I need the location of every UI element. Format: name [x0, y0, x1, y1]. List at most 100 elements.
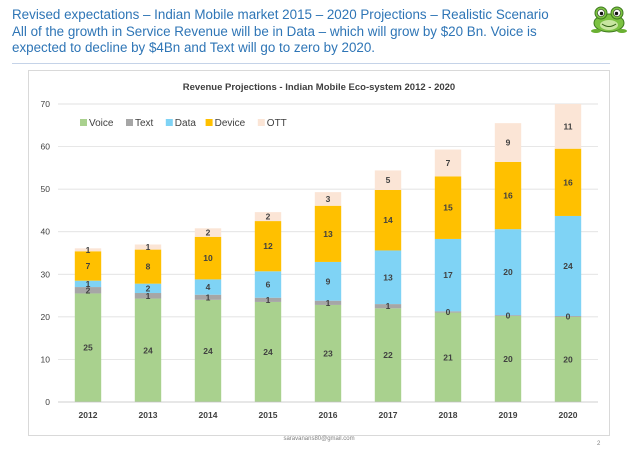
- data-label-voice-2012: 25: [83, 343, 93, 353]
- bar-ott-2018: [434, 149, 462, 177]
- heading-line-1: Revised expectations – Indian Mobile mar…: [12, 7, 549, 22]
- bar-text-2019: [494, 315, 522, 317]
- bar-text-2015: [254, 297, 282, 302]
- data-label-data-2013: 2: [146, 283, 151, 293]
- bar-text-2012: [74, 287, 102, 294]
- data-label-data-2015: 6: [266, 280, 271, 290]
- bar-ott-2013: [134, 244, 162, 250]
- bar-ott-2014: [194, 228, 222, 237]
- data-label-data-2016: 9: [326, 276, 331, 286]
- legend-label-voice: Voice: [89, 118, 114, 129]
- bar-device-2012: [74, 251, 102, 281]
- bar-voice-2020: [554, 316, 582, 402]
- chart-legend: Voice Text Data Device OTT: [80, 118, 287, 129]
- x-tick-label: 2016: [319, 410, 338, 420]
- chart-data-labels: 2521712412812414102241612223191332211314…: [83, 121, 573, 364]
- data-label-voice-2014: 24: [203, 346, 213, 356]
- legend-swatch-text: [126, 119, 133, 126]
- bar-text-2013: [134, 293, 162, 299]
- bar-data-2014: [194, 279, 222, 295]
- bar-text-2014: [194, 294, 222, 300]
- x-tick-label: 2014: [199, 410, 218, 420]
- y-tick-label: 70: [41, 99, 51, 109]
- bar-data-2016: [314, 261, 342, 301]
- data-label-voice-2018: 21: [443, 352, 453, 362]
- chart-title: Revenue Projections - Indian Mobile Eco-…: [183, 82, 455, 93]
- legend-label-device: Device: [215, 118, 246, 129]
- bar-data-2017: [374, 250, 402, 305]
- slide-heading: Revised expectations – Indian Mobile mar…: [12, 7, 572, 57]
- data-label-data-2018: 17: [443, 270, 453, 280]
- data-label-device-2020: 16: [563, 177, 573, 187]
- data-label-device-2014: 10: [203, 253, 213, 263]
- page-number: 2: [597, 441, 601, 447]
- bar-device-2018: [434, 176, 462, 239]
- x-tick-label: 2013: [139, 410, 158, 420]
- data-label-device-2013: 8: [146, 262, 151, 272]
- bar-voice-2017: [374, 308, 402, 402]
- bar-data-2018: [434, 238, 462, 312]
- frog-icon: [591, 6, 627, 33]
- y-tick-label: 10: [41, 354, 51, 364]
- legend-swatch-device: [205, 119, 213, 126]
- data-label-voice-2019: 20: [503, 354, 513, 364]
- bar-data-2020: [554, 215, 582, 317]
- legend-label-ott: OTT: [267, 118, 287, 129]
- legend-swatch-ott: [257, 119, 265, 126]
- data-label-voice-2017: 22: [383, 350, 393, 360]
- data-label-data-2020: 24: [563, 261, 573, 271]
- data-label-text-2020: 0: [566, 311, 571, 321]
- data-label-data-2019: 20: [503, 267, 513, 277]
- data-label-voice-2020: 20: [563, 354, 573, 364]
- data-label-voice-2015: 24: [263, 347, 273, 357]
- y-tick-label: 0: [45, 397, 50, 407]
- x-tick-label: 2017: [379, 410, 398, 420]
- x-tick-label: 2020: [559, 410, 578, 420]
- y-tick-label: 50: [41, 184, 51, 194]
- bar-text-2016: [314, 300, 342, 305]
- bar-data-2019: [494, 229, 522, 316]
- y-tick-label: 30: [41, 269, 51, 279]
- data-label-text-2013: 1: [146, 291, 151, 301]
- data-label-ott-2019: 9: [506, 138, 511, 148]
- bar-text-2020: [554, 316, 582, 317]
- data-label-device-2018: 15: [443, 203, 453, 213]
- bar-ott-2019: [494, 123, 522, 162]
- bar-text-2017: [374, 304, 402, 309]
- data-label-data-2014: 4: [206, 282, 211, 292]
- data-label-ott-2020: 11: [564, 121, 573, 131]
- header-divider: [12, 63, 610, 64]
- bar-ott-2017: [374, 170, 402, 190]
- data-label-text-2018: 0: [446, 307, 451, 317]
- bar-voice-2018: [434, 312, 462, 402]
- data-label-device-2012: 7: [86, 261, 91, 271]
- heading-line-3: expected to decline by $4Bn and Text wil…: [12, 40, 376, 56]
- heading-line-2: All of the growth in Service Revenue wil…: [12, 23, 537, 39]
- bar-device-2015: [254, 221, 282, 272]
- bar-device-2019: [494, 161, 522, 230]
- data-label-ott-2015: 2: [266, 212, 271, 222]
- x-tick-label: 2019: [499, 410, 518, 420]
- data-label-text-2012: 2: [86, 285, 91, 295]
- bar-data-2015: [254, 271, 282, 298]
- legend-swatch-data: [165, 119, 173, 126]
- bar-device-2020: [554, 148, 582, 216]
- bar-voice-2013: [134, 298, 162, 402]
- x-tick-label: 2015: [259, 410, 278, 420]
- data-label-ott-2017: 5: [386, 175, 391, 185]
- bar-device-2014: [194, 236, 222, 280]
- data-label-text-2017: 1: [386, 301, 391, 311]
- data-label-ott-2014: 2: [206, 228, 211, 238]
- legend-label-data: Data: [175, 118, 197, 129]
- bar-voice-2016: [314, 304, 342, 402]
- bar-voice-2019: [494, 316, 522, 402]
- legend-label-text: Text: [135, 118, 154, 129]
- data-label-text-2016: 1: [326, 298, 331, 308]
- data-label-ott-2013: 1: [146, 242, 151, 252]
- bar-voice-2014: [194, 299, 222, 402]
- data-label-data-2012: 1: [86, 279, 91, 289]
- data-label-text-2019: 0: [506, 311, 511, 321]
- data-label-voice-2013: 24: [143, 345, 153, 355]
